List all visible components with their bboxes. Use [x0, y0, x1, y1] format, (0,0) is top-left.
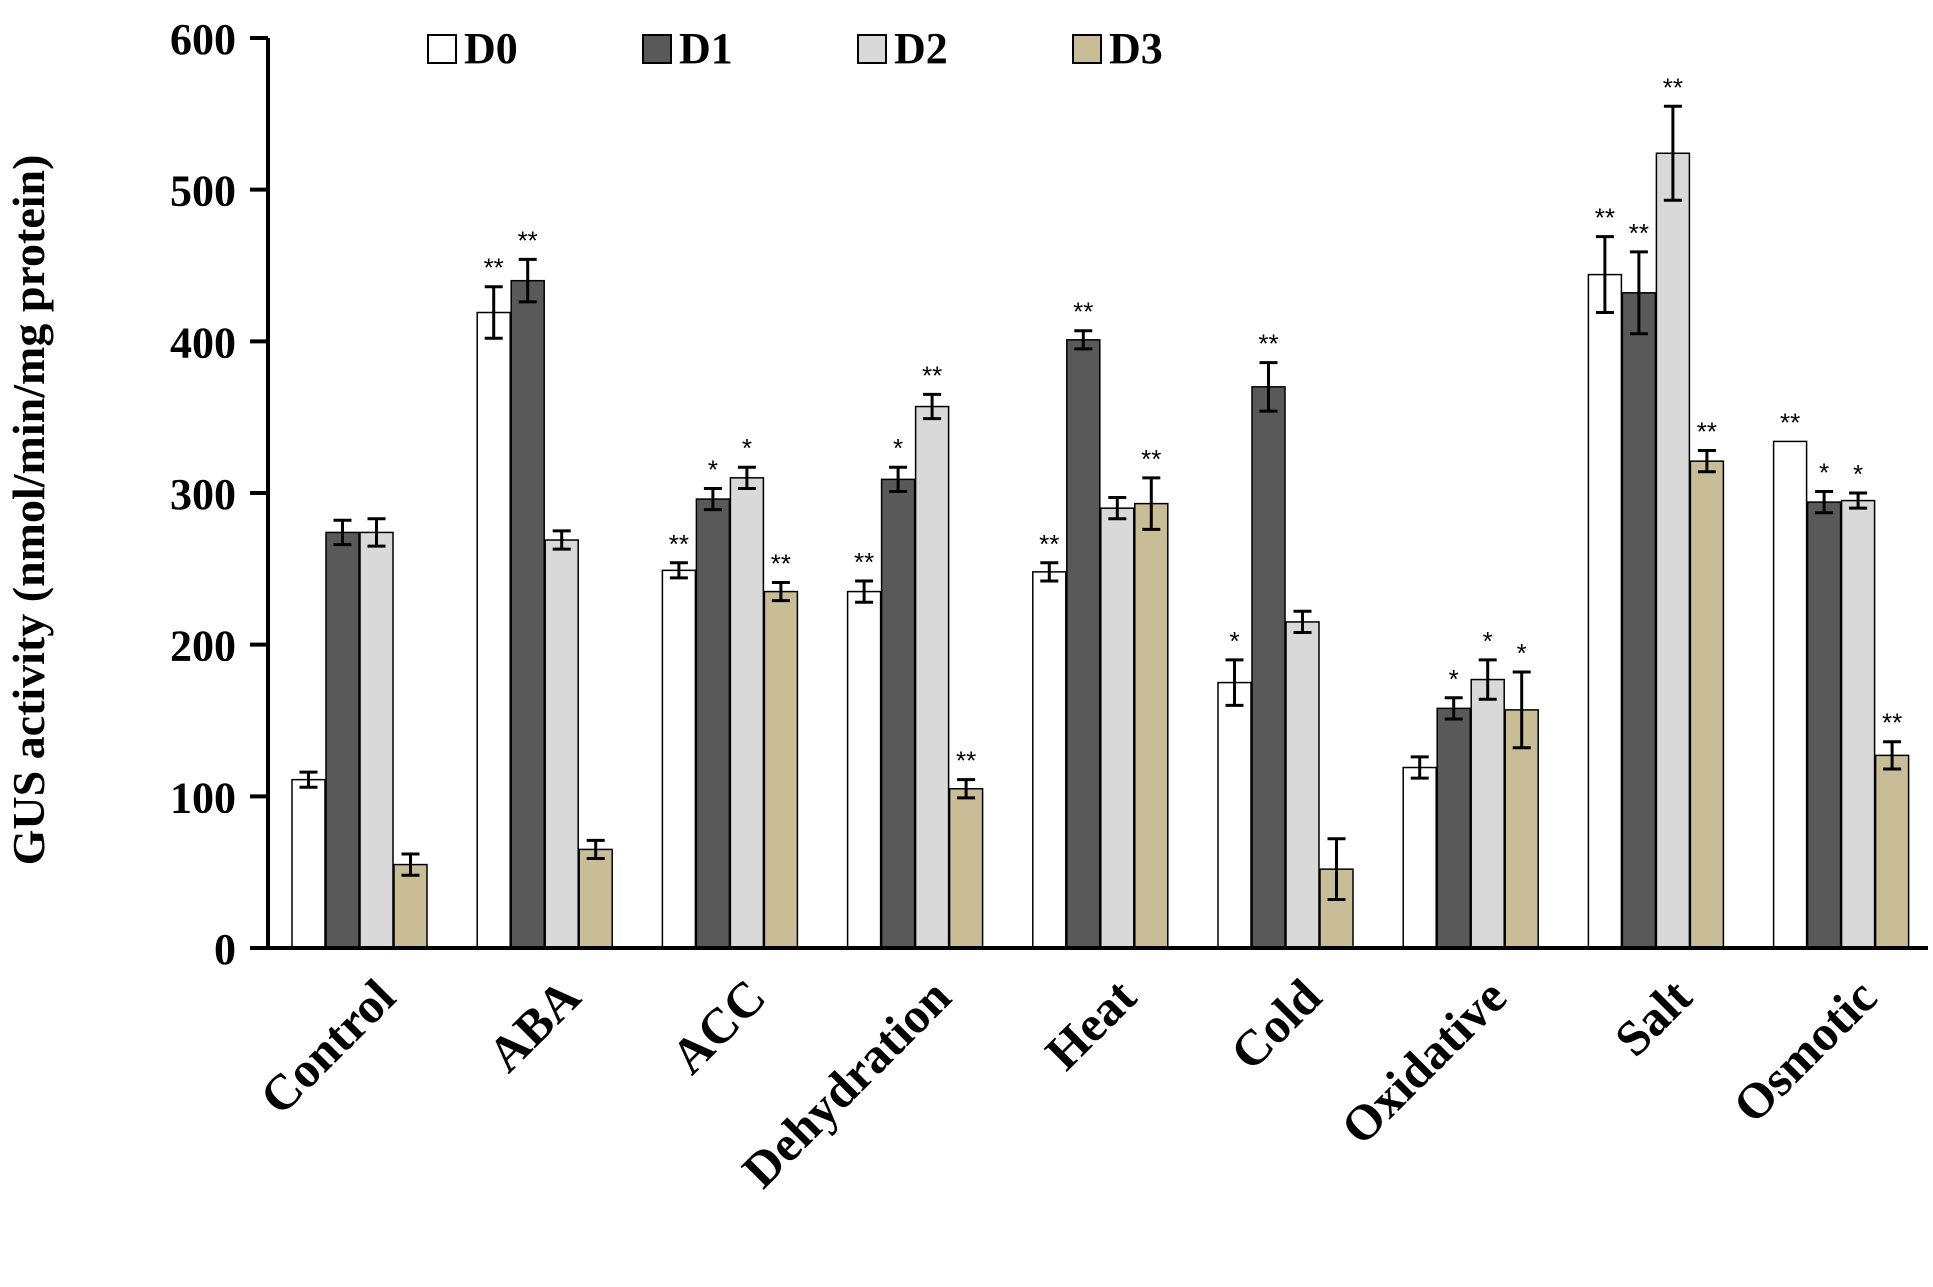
significance-dehydration-d0: **	[854, 547, 874, 577]
bar-acc-d1	[695, 498, 731, 949]
legend-label-d1: D1	[679, 24, 733, 73]
significance-oxidative-d1: *	[1449, 664, 1459, 694]
bar-control-d0	[291, 778, 326, 949]
significance-cold-d0: *	[1229, 626, 1239, 656]
bar-osmotic-d2	[1840, 499, 1876, 949]
bar-acc-d3	[763, 590, 799, 949]
x-tick-label-aba: ABA	[477, 968, 591, 1082]
bar-aba-d0	[476, 311, 511, 949]
y-tick-label-0: 0	[214, 925, 236, 974]
bar-salt-d0	[1587, 273, 1623, 949]
y-tick-label-200: 200	[170, 622, 236, 671]
bar-control-d1	[325, 531, 360, 949]
y-tick-label-400: 400	[170, 318, 236, 367]
y-tick-label-500: 500	[170, 167, 236, 216]
significance-salt-d0: **	[1595, 203, 1615, 233]
significance-acc-d3: **	[771, 548, 791, 578]
bar-dehydration-d1	[880, 478, 916, 949]
bar-aba-d2	[544, 539, 579, 949]
x-tick-label-oxidative: Oxidative	[1330, 968, 1517, 1155]
bar-oxidative-d3	[1504, 709, 1539, 949]
significance-oxidative-d2: *	[1483, 626, 1493, 656]
y-tick-label-100: 100	[170, 773, 236, 822]
significance-oxidative-d3: *	[1517, 638, 1527, 668]
y-tick-label-300: 300	[170, 470, 236, 519]
significance-aba-d1: **	[518, 225, 538, 255]
significance-cold-d1: **	[1258, 329, 1278, 359]
bar-salt-d3	[1689, 460, 1725, 949]
legend-swatch-d3	[1072, 34, 1102, 64]
legend-swatch-d1	[642, 34, 672, 64]
bar-salt-d2	[1655, 152, 1691, 949]
bar-heat-d2	[1100, 507, 1135, 949]
significance-heat-d0: **	[1039, 529, 1059, 559]
significance-salt-d3: **	[1697, 417, 1717, 447]
bar-aba-d3	[578, 848, 613, 949]
y-axis-label: GUS activity (nmol/min/mg protein)	[3, 155, 54, 866]
bar-osmotic-d1	[1806, 501, 1842, 949]
x-tick-label-cold: Cold	[1219, 968, 1331, 1080]
bar-heat-d0	[1032, 571, 1067, 949]
bar-dehydration-d0	[846, 590, 882, 949]
significance-osmotic-d3: **	[1882, 708, 1902, 738]
significance-heat-d1: **	[1073, 297, 1093, 327]
significance-heat-d3: **	[1141, 444, 1161, 474]
bar-cold-d2	[1285, 621, 1320, 949]
x-tick-label-heat: Heat	[1034, 968, 1146, 1080]
legend-swatch-d0	[427, 34, 457, 64]
significance-salt-d2: **	[1663, 72, 1683, 102]
significance-aba-d0: **	[484, 253, 504, 283]
legend-label-d0: D0	[464, 24, 518, 73]
significance-salt-d1: **	[1629, 218, 1649, 248]
bar-aba-d1	[510, 279, 545, 949]
x-tick-label-acc: ACC	[660, 968, 776, 1084]
bar-control-d3	[393, 863, 428, 949]
legend-swatch-d2	[857, 34, 887, 64]
significance-dehydration-d1: *	[893, 433, 903, 463]
significance-dehydration-d3: **	[956, 746, 976, 776]
significance-osmotic-d1: *	[1819, 457, 1829, 487]
bar-oxidative-d2	[1470, 678, 1505, 949]
significance-acc-d0: **	[669, 529, 689, 559]
legend: D0 D1 D2 D3	[427, 24, 1163, 73]
x-tick-label-osmotic: Osmotic	[1722, 968, 1887, 1133]
bar-dehydration-d2	[914, 405, 950, 949]
bar-heat-d3	[1134, 502, 1169, 949]
bar-heat-d1	[1066, 339, 1101, 949]
bar-dehydration-d3	[948, 788, 984, 949]
significance-acc-d1: *	[708, 454, 718, 484]
bar-oxidative-d0	[1402, 766, 1437, 949]
y-tick-label-600: 600	[170, 15, 236, 64]
bar-control-d2	[359, 531, 394, 949]
x-tick-label-salt: Salt	[1604, 968, 1703, 1067]
bar-acc-d2	[729, 477, 765, 949]
bars-layer: ********** ****************** ********* ***…	[291, 72, 1910, 949]
bar-oxidative-d1	[1436, 707, 1471, 949]
legend-label-d3: D3	[1109, 24, 1163, 73]
legend-label-d2: D2	[894, 24, 948, 73]
x-tick-label-control: Control	[249, 968, 406, 1125]
significance-osmotic-d0: **	[1780, 407, 1800, 437]
bar-acc-d0	[661, 569, 697, 949]
bar-osmotic-d0	[1772, 440, 1808, 949]
significance-osmotic-d2: *	[1853, 459, 1863, 489]
bar-cold-d0	[1217, 681, 1252, 949]
bar-osmotic-d3	[1874, 754, 1910, 949]
significance-dehydration-d2: **	[922, 360, 942, 390]
bar-salt-d1	[1621, 292, 1657, 949]
significance-acc-d2: *	[742, 433, 752, 463]
bar-cold-d1	[1251, 386, 1286, 949]
